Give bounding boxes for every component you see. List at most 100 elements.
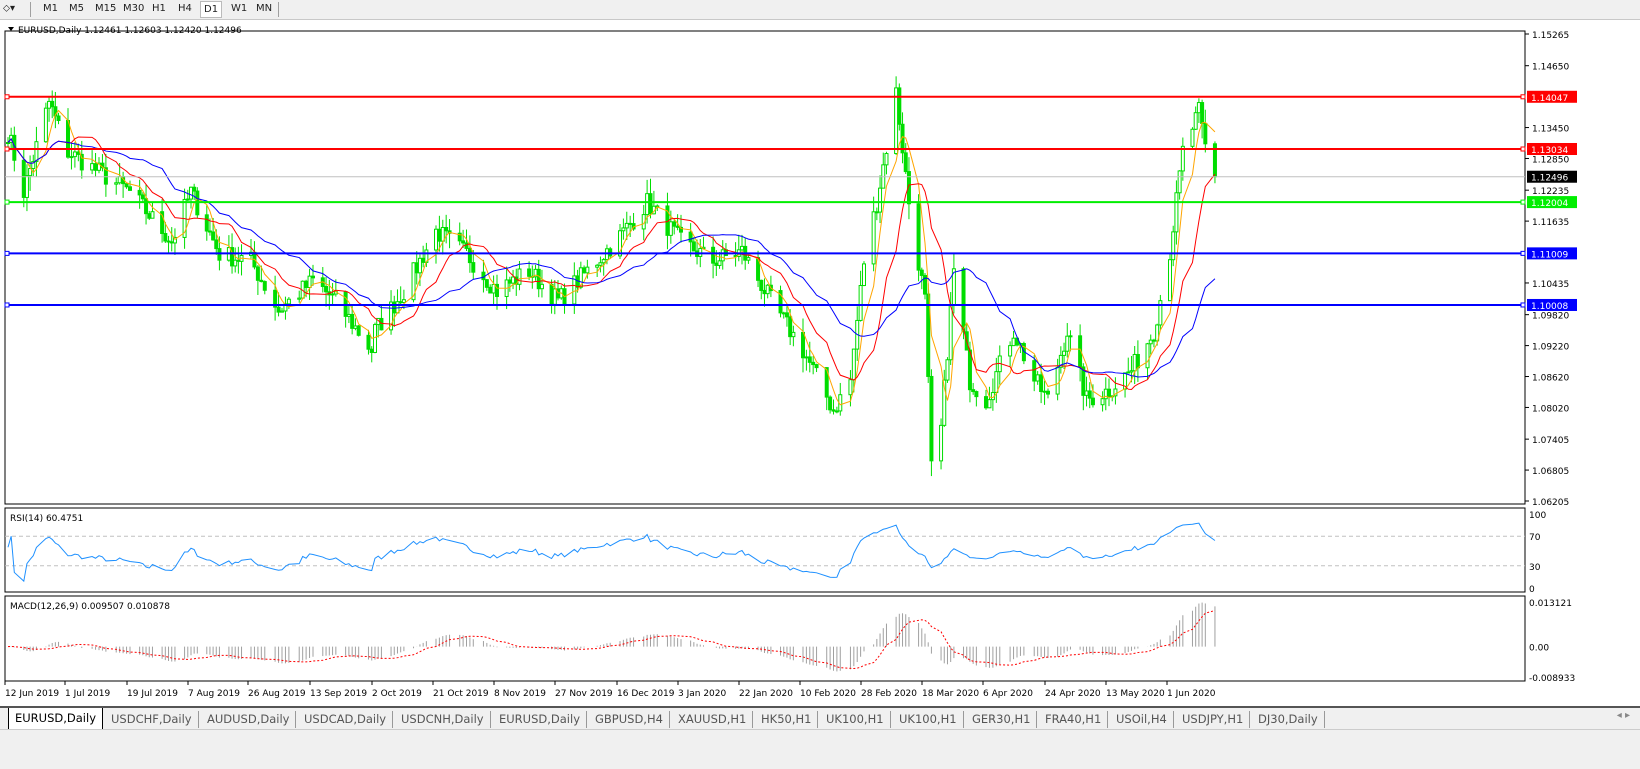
chart-tab[interactable]: USDCAD,Daily bbox=[298, 711, 394, 728]
timeframe-m30[interactable]: M30 bbox=[123, 3, 145, 14]
candle-body bbox=[903, 152, 908, 173]
candle bbox=[144, 184, 149, 225]
date-tick-label: 8 Nov 2019 bbox=[494, 689, 546, 699]
candle-body bbox=[601, 259, 606, 264]
candle-body bbox=[801, 331, 805, 359]
collapse-triangle-icon[interactable] bbox=[8, 27, 14, 31]
candle-body bbox=[1107, 388, 1111, 398]
candle-body bbox=[668, 221, 673, 236]
price-tick-label: 1.08020 bbox=[1532, 404, 1569, 414]
chart-pane-frame bbox=[4, 595, 1526, 682]
chart-tab[interactable]: USDJPY,H1 bbox=[1176, 711, 1251, 728]
candle-body bbox=[1090, 397, 1095, 406]
candle-body bbox=[366, 334, 371, 350]
candle-body bbox=[1168, 259, 1172, 302]
candle-body bbox=[828, 396, 833, 411]
timeframe-m5[interactable]: M5 bbox=[69, 3, 84, 14]
candle-body bbox=[811, 361, 816, 366]
candle bbox=[262, 280, 267, 295]
chart-tab[interactable]: EURUSD,Daily bbox=[493, 711, 587, 728]
candle-body bbox=[103, 167, 108, 185]
price-tick-label: 1.09820 bbox=[1532, 312, 1569, 322]
timeframe-w1[interactable]: W1 bbox=[231, 3, 248, 14]
price-chart[interactable]: 1.15265 1.14650 1.13450 1.12850 1.12235 1.116… bbox=[0, 19, 1640, 706]
timeframe-m1[interactable]: M1 bbox=[43, 3, 58, 14]
candle bbox=[539, 269, 544, 298]
ma-slow-line bbox=[7, 138, 1216, 378]
candle bbox=[1087, 382, 1092, 409]
candle-body bbox=[214, 239, 219, 250]
candle bbox=[324, 277, 329, 307]
candle-body bbox=[484, 279, 489, 288]
candle-body bbox=[848, 379, 853, 396]
chart-tab[interactable]: HK50,H1 bbox=[755, 711, 819, 728]
candle bbox=[1113, 377, 1118, 405]
candle-body bbox=[691, 241, 696, 252]
chart-tab[interactable]: UK100,H1 bbox=[820, 711, 891, 728]
rsi-tick-label: 70 bbox=[1529, 533, 1541, 543]
candle-body bbox=[923, 274, 927, 295]
candle-body bbox=[1032, 360, 1037, 382]
chart-tab[interactable]: USDCNH,Daily bbox=[395, 711, 491, 728]
candle-body bbox=[262, 281, 267, 291]
date-tick-label: 22 Jan 2020 bbox=[739, 689, 793, 699]
timeframe-mn[interactable]: MN bbox=[256, 3, 273, 14]
candle-body bbox=[207, 230, 212, 233]
tab-scroll-arrows-icon[interactable]: ◂ ▸ bbox=[1616, 710, 1630, 721]
candle-body bbox=[582, 267, 587, 274]
candle-body bbox=[628, 222, 633, 225]
date-tick-label: 13 May 2020 bbox=[1106, 689, 1165, 699]
candle bbox=[945, 357, 950, 383]
chart-tab[interactable]: AUDUSD,Daily bbox=[201, 711, 297, 728]
chart-tab[interactable]: GBPUSD,H4 bbox=[589, 711, 670, 728]
candle-body bbox=[974, 391, 979, 398]
candle-body bbox=[217, 248, 222, 261]
candle bbox=[942, 369, 947, 427]
chart-header: EURUSD,Daily 1.12461 1.12603 1.12420 1.1… bbox=[18, 26, 242, 36]
chart-pane-frame bbox=[4, 507, 1526, 593]
candle bbox=[862, 261, 866, 287]
candle-body bbox=[814, 364, 819, 369]
price-tick-label: 1.08620 bbox=[1532, 374, 1569, 384]
candle bbox=[311, 264, 315, 286]
candle bbox=[160, 199, 165, 243]
chart-tab[interactable]: DJ30,Daily bbox=[1252, 711, 1325, 728]
date-tick-label: 27 Nov 2019 bbox=[555, 689, 613, 699]
candle-body bbox=[401, 299, 406, 304]
candle-body bbox=[1011, 337, 1016, 347]
candle bbox=[1180, 137, 1185, 181]
timeframe-h1[interactable]: H1 bbox=[152, 3, 166, 14]
timeframe-m15[interactable]: M15 bbox=[95, 3, 117, 14]
chart-tab[interactable]: USOil,H4 bbox=[1110, 711, 1174, 728]
candle bbox=[1100, 391, 1105, 412]
candle-body bbox=[330, 293, 335, 296]
chart-tab[interactable]: FRA40,H1 bbox=[1039, 711, 1109, 728]
candle-body bbox=[147, 213, 152, 219]
drawing-tools-icon[interactable]: ⬦▾ bbox=[3, 3, 16, 14]
candle bbox=[824, 367, 829, 411]
candle-body bbox=[595, 264, 600, 268]
level-price-label: 1.10008 bbox=[1531, 302, 1568, 312]
date-tick-label: 21 Oct 2019 bbox=[433, 689, 489, 699]
candle-body bbox=[624, 222, 629, 229]
candle bbox=[675, 214, 680, 231]
candle-body bbox=[140, 194, 145, 200]
candle-body bbox=[117, 176, 122, 184]
candle-body bbox=[711, 246, 716, 264]
chart-tab[interactable]: USDCHF,Daily bbox=[105, 711, 199, 728]
chart-tab[interactable]: EURUSD,Daily bbox=[8, 708, 103, 730]
date-tick-label: 28 Feb 2020 bbox=[861, 689, 917, 699]
chart-tab[interactable]: XAUUSD,H1 bbox=[672, 711, 754, 728]
candle-body bbox=[137, 189, 142, 196]
candle bbox=[828, 395, 833, 414]
chart-tab[interactable]: UK100,H1 bbox=[893, 711, 964, 728]
timeframe-h4[interactable]: H4 bbox=[178, 3, 192, 14]
chart-tab[interactable]: GER30,H1 bbox=[966, 711, 1038, 728]
macd-tick-label: -0.008933 bbox=[1529, 674, 1575, 684]
timeframe-d1[interactable]: D1 bbox=[200, 1, 223, 18]
candle bbox=[1158, 294, 1163, 330]
candle-body bbox=[69, 156, 74, 159]
candle-body bbox=[421, 257, 426, 263]
candle-body bbox=[379, 317, 384, 331]
candle bbox=[906, 157, 911, 220]
